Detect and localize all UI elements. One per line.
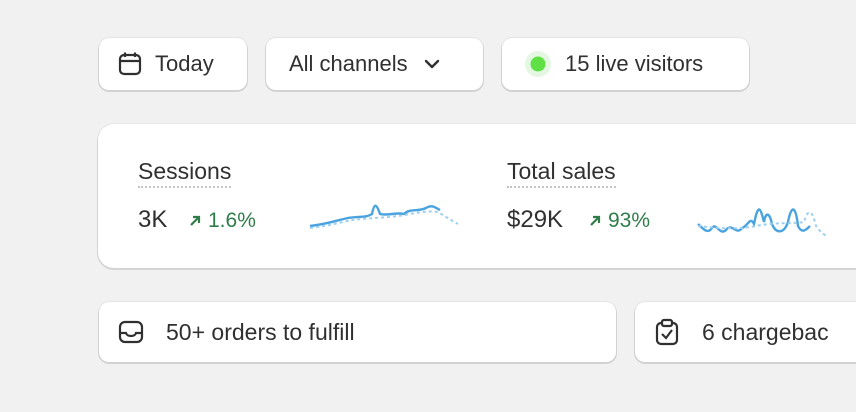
up-arrow: [590, 215, 601, 226]
clipboard-icon: [655, 318, 679, 346]
up-arrow: [190, 215, 201, 226]
metric-label[interactable]: Sessions: [138, 158, 232, 188]
live-label: 15 live visitors: [565, 51, 704, 76]
metric-change: 1.6%: [188, 209, 256, 233]
task-card[interactable]: 6 chargebac: [635, 302, 856, 362]
channel-button[interactable]: All channels: [266, 38, 483, 90]
metric-label[interactable]: Total sales: [507, 158, 616, 188]
change-value: 1.6%: [208, 209, 256, 232]
task-card[interactable]: 50+ orders to fulfill: [99, 302, 616, 362]
channel-label: All channels: [289, 51, 408, 76]
task-label: 6 chargebac: [702, 318, 829, 345]
task-label: 50+ orders to fulfill: [166, 318, 355, 345]
metrics-card: Sessions 3K 1.6% Total sales $29K 93%: [98, 124, 856, 268]
metric-change: 93%: [588, 209, 650, 233]
metric-value: $29K: [507, 206, 564, 233]
sparkline: [697, 208, 827, 237]
change-value: 93%: [608, 209, 651, 232]
live-dot: [525, 51, 551, 77]
date-button[interactable]: Today: [99, 38, 247, 90]
live-button[interactable]: 15 live visitors: [502, 38, 749, 90]
calendar-icon: [118, 52, 142, 76]
sparkline: [309, 204, 459, 229]
chevron-icon: [424, 59, 439, 69]
metric-value: 3K: [138, 206, 168, 233]
inbox-icon: [118, 320, 144, 344]
date-label: Today: [155, 51, 214, 76]
